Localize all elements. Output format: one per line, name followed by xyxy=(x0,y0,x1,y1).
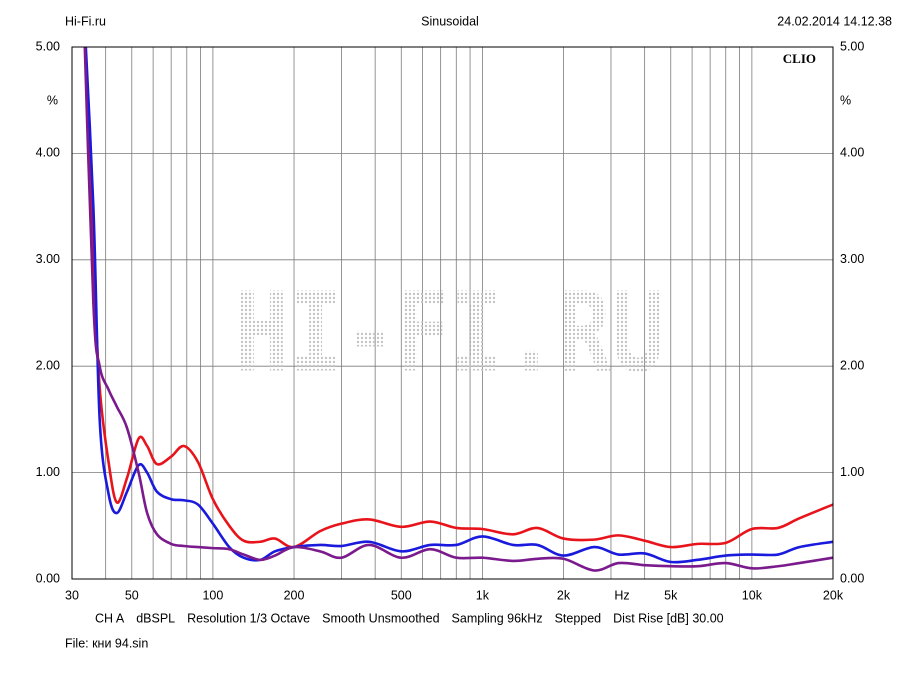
grid xyxy=(71,46,834,580)
x-tick-label: 500 xyxy=(391,588,412,602)
x-tick-label: 200 xyxy=(284,588,305,602)
y-tick-label: 0.00 xyxy=(36,571,60,585)
x-tick-label: 1k xyxy=(476,588,490,602)
y-tick-label: 5.00 xyxy=(36,39,60,53)
x-tick-label: 10k xyxy=(742,588,763,602)
plot-frame xyxy=(71,46,834,580)
x-axis-unit: Hz xyxy=(614,588,629,602)
settings-line: CH A dBSPL Resolution 1/3 Octave Smooth Uns… xyxy=(95,611,724,625)
y-tick-label-right: 2.00 xyxy=(840,358,864,372)
setting-label: Dist Rise [dB] 30.00 xyxy=(613,611,724,625)
y-tick-label-right: 4.00 xyxy=(840,146,864,160)
setting-label: Stepped xyxy=(555,611,602,625)
plot-area xyxy=(83,47,833,572)
y-axis-unit-right: % xyxy=(840,93,851,107)
setting-label: dBSPL xyxy=(136,611,175,625)
brand-label: CLIO xyxy=(783,51,816,66)
x-tick-label: 20k xyxy=(823,588,844,602)
source-label: Hi-Fi.ru xyxy=(65,14,106,28)
y-tick-label-right: 5.00 xyxy=(840,39,864,53)
y-tick-label: 1.00 xyxy=(36,465,60,479)
y-tick-label: 3.00 xyxy=(36,252,60,266)
series-line xyxy=(84,47,833,564)
x-tick-label: 30 xyxy=(65,588,79,602)
y-tick-label-right: 0.00 xyxy=(840,571,864,585)
y-axis-unit: % xyxy=(47,93,58,107)
setting-label: Smooth Unsmoothed xyxy=(322,611,439,625)
chart-title: Sinusoidal xyxy=(421,14,479,28)
watermark: HI-FI.RU xyxy=(235,268,665,396)
y-tick-label: 2.00 xyxy=(36,358,60,372)
series-line xyxy=(83,47,833,572)
series-line xyxy=(83,47,833,549)
x-tick-label: 5k xyxy=(664,588,678,602)
y-tick-label-right: 3.00 xyxy=(840,252,864,266)
date-label: 24.02.2014 14.12.38 xyxy=(777,14,892,28)
y-tick-label-right: 1.00 xyxy=(840,465,864,479)
setting-label: Sampling 96kHz xyxy=(452,611,543,625)
file-label: File: кни 94.sin xyxy=(65,636,148,650)
y-tick-label: 4.00 xyxy=(36,146,60,160)
x-tick-label: 50 xyxy=(125,588,139,602)
x-tick-label: 100 xyxy=(202,588,223,602)
setting-label: CH A xyxy=(95,611,125,625)
setting-label: Resolution 1/3 Octave xyxy=(187,611,310,625)
x-tick-label: 2k xyxy=(557,588,571,602)
